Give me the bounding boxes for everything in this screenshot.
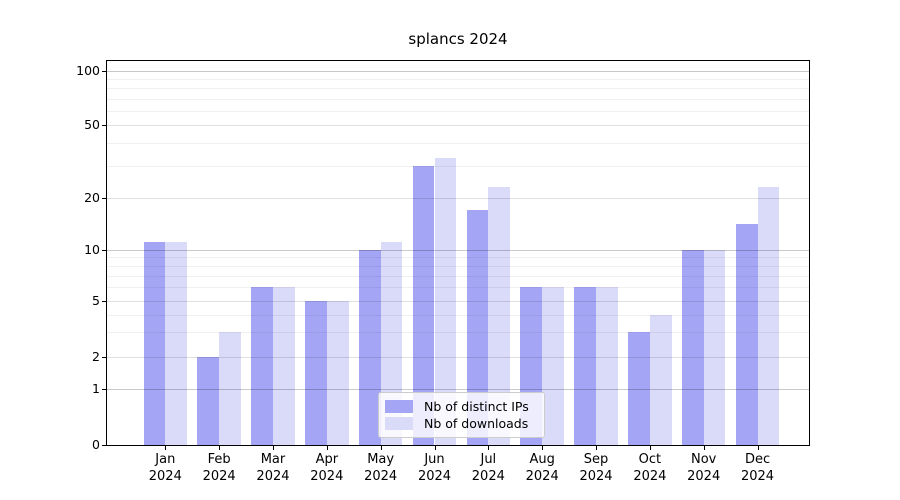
x-tick-label-sep: Sep 2024 xyxy=(579,452,613,484)
y-tick-mark-1 xyxy=(102,389,106,391)
legend-label-downloads: Nb of downloads xyxy=(424,416,529,431)
x-tick-label-aug: Aug 2024 xyxy=(525,452,559,484)
chart-title: splancs 2024 xyxy=(408,30,508,48)
x-tick-mark-mar xyxy=(272,446,274,450)
gridline-10 xyxy=(107,249,809,251)
legend-swatch-downloads xyxy=(385,417,413,430)
bar-nb-of-distinct-ips-jun xyxy=(412,165,435,445)
bar-nb-of-downloads-apr xyxy=(326,301,349,445)
x-tick-mark-jun xyxy=(434,446,436,450)
bar-nb-of-distinct-ips-dec xyxy=(735,224,758,445)
x-tick-label-nov: Nov 2024 xyxy=(687,452,721,484)
legend-swatch-distinct-ips xyxy=(385,400,413,413)
y-tick-label-5: 5 xyxy=(92,293,100,308)
x-tick-mark-oct xyxy=(649,446,651,450)
y-tick-label-20: 20 xyxy=(84,189,100,205)
bar-nb-of-distinct-ips-sep xyxy=(574,287,596,445)
y-tick-mark-20 xyxy=(102,197,106,199)
y-tick-label-100: 100 xyxy=(76,62,100,78)
bar-nb-of-downloads-jun xyxy=(434,157,457,445)
bar-nb-of-downloads-feb xyxy=(219,332,241,445)
legend-entry-distinct-ips: Nb of distinct IPs xyxy=(385,398,536,415)
bar-nb-of-downloads-dec xyxy=(757,186,780,445)
x-tick-label-oct: Oct 2024 xyxy=(633,452,667,484)
legend-label-distinct-ips: Nb of distinct IPs xyxy=(424,399,529,414)
gridline-4 xyxy=(107,314,809,316)
gridline-2 xyxy=(107,356,809,358)
x-tick-mark-sep xyxy=(596,446,598,450)
gridline-5 xyxy=(107,301,809,302)
gridline-30 xyxy=(107,165,809,167)
y-tick-mark-100 xyxy=(102,70,106,72)
bar-nb-of-distinct-ips-apr xyxy=(305,301,327,445)
gridline-90 xyxy=(107,78,809,80)
gridline-20 xyxy=(107,197,809,199)
bar-nb-of-downloads-aug xyxy=(542,287,564,445)
bar-nb-of-downloads-nov xyxy=(703,249,726,445)
gridline-60 xyxy=(107,110,809,112)
y-tick-label-2: 2 xyxy=(92,348,100,364)
x-tick-label-apr: Apr 2024 xyxy=(310,452,344,484)
x-tick-label-may: May 2024 xyxy=(364,452,398,484)
x-tick-mark-nov xyxy=(703,446,705,450)
y-tick-mark-50 xyxy=(102,125,106,126)
plot-area xyxy=(106,60,810,446)
x-tick-label-jan: Jan 2024 xyxy=(148,452,182,484)
bar-nb-of-downloads-mar xyxy=(272,287,295,445)
bar-nb-of-downloads-jul xyxy=(488,186,511,445)
gridline-3 xyxy=(107,332,809,334)
legend: Nb of distinct IPs Nb of downloads xyxy=(378,392,545,438)
bar-nb-of-downloads-jan xyxy=(165,242,187,445)
y-tick-label-50: 50 xyxy=(84,117,100,132)
gridline-9 xyxy=(107,257,809,259)
gridline-6 xyxy=(107,287,809,289)
x-tick-mark-apr xyxy=(326,446,328,450)
bar-nb-of-distinct-ips-feb xyxy=(197,356,220,445)
bar-nb-of-distinct-ips-jul xyxy=(466,209,489,445)
legend-entry-downloads: Nb of downloads xyxy=(385,415,536,432)
gridline-8 xyxy=(107,266,809,268)
x-tick-label-feb: Feb 2024 xyxy=(202,452,236,484)
bar-nb-of-distinct-ips-may xyxy=(358,249,381,445)
x-tick-mark-jul xyxy=(488,446,490,450)
x-tick-label-mar: Mar 2024 xyxy=(256,452,290,484)
gridline-1 xyxy=(107,389,809,391)
y-tick-label-10: 10 xyxy=(84,241,100,257)
x-tick-mark-jan xyxy=(165,446,167,450)
gridline-80 xyxy=(107,88,809,90)
y-tick-mark-2 xyxy=(102,356,106,358)
bar-nb-of-downloads-sep xyxy=(596,287,618,445)
bar-nb-of-distinct-ips-oct xyxy=(628,332,650,445)
x-tick-label-dec: Dec 2024 xyxy=(740,452,775,484)
bar-nb-of-distinct-ips-nov xyxy=(682,249,704,445)
y-tick-label-1: 1 xyxy=(92,381,100,397)
x-tick-mark-may xyxy=(380,446,382,450)
y-tick-mark-10 xyxy=(102,249,106,251)
x-tick-label-jul: Jul 2024 xyxy=(471,452,505,484)
y-tick-mark-5 xyxy=(102,301,106,302)
gridline-40 xyxy=(107,142,809,144)
y-tick-mark-0 xyxy=(102,445,106,446)
bar-nb-of-distinct-ips-mar xyxy=(251,287,273,445)
gridline-7 xyxy=(107,276,809,277)
x-tick-mark-aug xyxy=(542,446,544,450)
gridline-50 xyxy=(107,125,809,126)
x-tick-label-jun: Jun 2024 xyxy=(417,452,452,484)
bar-nb-of-downloads-oct xyxy=(649,314,672,445)
gridline-70 xyxy=(107,98,809,100)
y-tick-label-0: 0 xyxy=(92,437,100,452)
gridline-100 xyxy=(107,70,809,72)
x-tick-mark-dec xyxy=(757,446,759,450)
x-tick-mark-feb xyxy=(219,446,221,450)
bar-nb-of-distinct-ips-jan xyxy=(143,242,166,445)
